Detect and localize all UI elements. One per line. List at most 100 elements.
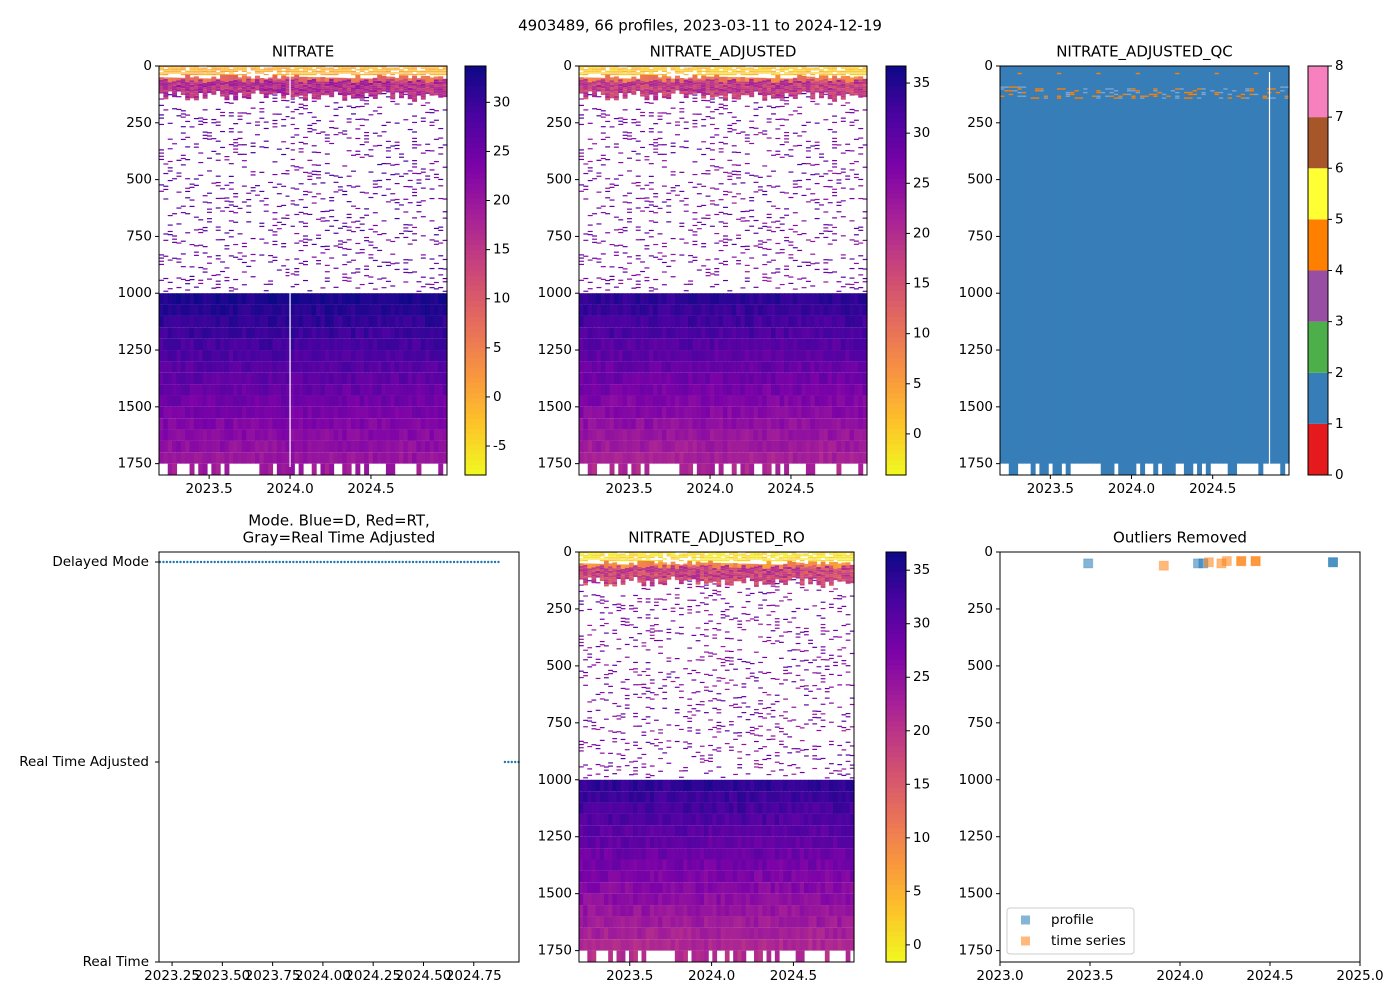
- heatmap-cell: [640, 87, 646, 90]
- heatmap-cell: [727, 395, 733, 407]
- heatmap-cell: [420, 395, 426, 407]
- heatmap-cell: [648, 338, 654, 351]
- heatmap-cell: [233, 73, 239, 76]
- heatmap-cell: [605, 289, 611, 291]
- heatmap-cell: [399, 440, 404, 453]
- heatmap-cell: [648, 287, 654, 289]
- colorbar-segment: [465, 464, 486, 471]
- heatmap-cell: [797, 85, 803, 88]
- heatmap-cell: [657, 207, 663, 209]
- heatmap-cell: [653, 243, 659, 246]
- heatmap-cell: [592, 235, 598, 237]
- heatmap-cell: [709, 73, 715, 76]
- heatmap-cell: [324, 304, 330, 316]
- heatmap-cell: [298, 315, 304, 328]
- heatmap-cell: [220, 304, 226, 316]
- heatmap-cell: [613, 361, 619, 373]
- heatmap-cell: [727, 239, 733, 241]
- heatmap-cell: [653, 205, 659, 207]
- heatmap-cell: [289, 84, 295, 87]
- heatmap-cell: [613, 384, 619, 396]
- heatmap-cell: [233, 66, 239, 68]
- heatmap-cell: [163, 185, 169, 187]
- heatmap-cell: [688, 181, 694, 184]
- heatmap-cell: [644, 73, 650, 76]
- heatmap-cell: [403, 281, 409, 283]
- heatmap-cell: [766, 66, 772, 68]
- heatmap-cell: [237, 440, 243, 453]
- heatmap-cell: [180, 211, 186, 214]
- heatmap-cell: [801, 277, 807, 279]
- heatmap-cell: [592, 384, 598, 396]
- heatmap-cell: [316, 90, 322, 93]
- heatmap-cell: [666, 211, 672, 213]
- heatmap-cell: [420, 350, 426, 362]
- heatmap-cell: [198, 70, 204, 72]
- heatmap-cell: [670, 418, 676, 430]
- heatmap-cell: [368, 304, 374, 316]
- heatmap-cell: [407, 315, 413, 328]
- heatmap-cell: [390, 67, 396, 69]
- heatmap-cell: [259, 225, 265, 228]
- colorbar-segment: [465, 122, 486, 128]
- heatmap-cell: [416, 72, 422, 74]
- heatmap-cell: [180, 372, 186, 385]
- heatmap-cell: [329, 418, 335, 430]
- heatmap-cell: [407, 85, 413, 88]
- heatmap-cell: [333, 84, 339, 88]
- heatmap-cell: [683, 429, 689, 441]
- heatmap-cell: [675, 69, 680, 71]
- heatmap-cell: [731, 338, 737, 351]
- heatmap-cell: [368, 149, 374, 151]
- heatmap-cell: [329, 406, 335, 419]
- heatmap-cell: [159, 123, 164, 126]
- heatmap-cell: [429, 70, 435, 72]
- heatmap-cell: [237, 350, 243, 362]
- colorbar-tick-label: 0: [493, 389, 502, 405]
- heatmap-cell: [303, 108, 308, 110]
- heatmap-cell: [342, 338, 348, 351]
- heatmap-cell: [399, 153, 404, 155]
- heatmap-cell: [298, 72, 304, 74]
- heatmap-cell: [753, 87, 759, 90]
- heatmap-cell: [670, 91, 676, 94]
- heatmap-cell: [281, 440, 287, 453]
- heatmap-cell: [307, 84, 313, 87]
- heatmap-cell: [433, 88, 439, 91]
- heatmap-cell: [228, 163, 234, 165]
- heatmap-cell: [618, 279, 624, 281]
- heatmap-cell: [666, 72, 672, 74]
- heatmap-cell: [281, 338, 287, 351]
- heatmap-cell: [653, 95, 659, 99]
- heatmap-cell: [648, 69, 654, 71]
- heatmap-cell: [307, 86, 313, 89]
- heatmap-cell: [368, 94, 374, 97]
- heatmap-cell: [792, 85, 798, 88]
- heatmap-cell: [202, 395, 208, 407]
- heatmap-cell: [600, 440, 606, 453]
- heatmap-cell: [438, 255, 444, 257]
- heatmap-cell: [185, 279, 191, 282]
- heatmap-cell: [679, 463, 685, 475]
- heatmap-cell: [412, 338, 418, 351]
- heatmap-cell: [346, 201, 352, 203]
- heatmap-cell: [640, 130, 646, 133]
- heatmap-cell: [215, 181, 221, 184]
- heatmap-cell: [635, 81, 641, 85]
- heatmap-cell: [250, 84, 256, 87]
- heatmap-cell: [670, 67, 676, 69]
- heatmap-cell: [355, 69, 361, 71]
- heatmap-cell: [635, 88, 641, 91]
- heatmap-cell: [294, 188, 300, 190]
- heatmap-cell: [683, 197, 689, 200]
- heatmap-cell: [425, 89, 431, 92]
- heatmap-cell: [255, 85, 260, 89]
- heatmap-cell: [801, 220, 807, 222]
- heatmap-cell: [381, 232, 387, 235]
- heatmap-cell: [631, 406, 637, 419]
- heatmap-cell: [372, 440, 378, 453]
- heatmap-cell: [198, 161, 204, 164]
- heatmap-cell: [220, 70, 226, 72]
- heatmap-cell: [635, 207, 641, 209]
- heatmap-cell: [167, 167, 173, 169]
